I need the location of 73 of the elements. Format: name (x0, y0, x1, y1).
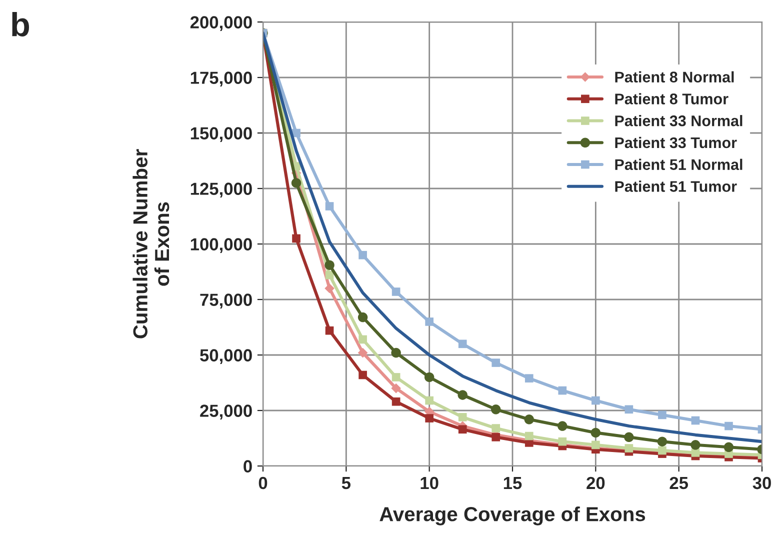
point (558, 386, 567, 395)
point (558, 437, 567, 446)
y-tick-label: 125,000 (190, 182, 252, 198)
point (325, 326, 334, 335)
y-tick-label: 200,000 (190, 16, 252, 31)
x-tick-label: 15 (504, 477, 522, 490)
point (358, 370, 367, 380)
point (458, 425, 467, 434)
point (724, 422, 733, 430)
x-axis-title: Average Coverage of Exons (380, 506, 646, 526)
point (691, 448, 700, 457)
x-tick-label: 10 (420, 476, 438, 490)
point (358, 335, 367, 344)
text: b (12, 12, 29, 36)
legend-label: Patient 51 Normal (615, 158, 742, 170)
point (392, 288, 400, 296)
legend-label: Patient 51 Tumor (615, 180, 737, 192)
point (391, 383, 401, 394)
x-tick-label: 25 (670, 476, 688, 490)
point (492, 358, 500, 367)
y-tick-label: 100,000 (190, 238, 252, 253)
point (524, 414, 534, 424)
point (624, 432, 634, 442)
point (558, 421, 568, 431)
y-axis-title: Cumulative Number of Exons (132, 149, 170, 338)
legend-label: Patient 8 Normal (615, 71, 734, 82)
x-tick-label: 20 (586, 476, 605, 490)
point (492, 424, 500, 432)
point (358, 348, 368, 358)
point (492, 432, 500, 442)
point (425, 414, 434, 422)
point (658, 446, 666, 455)
point (391, 348, 401, 358)
point (524, 432, 534, 440)
point (325, 202, 334, 210)
y-tick-label: 150,000 (190, 127, 252, 142)
x-tick-label: 5 (342, 477, 351, 490)
point (592, 440, 600, 450)
x-tick-label: 0 (258, 476, 268, 490)
point (624, 405, 634, 414)
point (324, 283, 334, 294)
legend-label: Patient 33 Normal (615, 115, 742, 126)
point (624, 444, 634, 452)
point (724, 442, 734, 452)
point (690, 440, 700, 450)
point (424, 372, 434, 382)
point (590, 428, 601, 438)
point (358, 250, 367, 260)
y-tick-label: 0 (244, 460, 252, 472)
y-tick-label: 50,000 (200, 349, 252, 364)
point (392, 397, 400, 406)
x-tick-label: 30 (752, 476, 771, 490)
point (291, 178, 302, 188)
point (458, 412, 467, 422)
y-tick-label: 175,000 (190, 72, 252, 86)
y-tick-label: 75,000 (200, 294, 252, 308)
point (592, 396, 600, 405)
point (358, 312, 368, 322)
legend-label: Patient 33 Tumor (615, 136, 737, 148)
point (524, 374, 534, 382)
point (691, 416, 700, 425)
point (292, 234, 300, 243)
point (658, 410, 666, 420)
point (491, 404, 501, 414)
legend-label: Patient 8 Tumor (615, 93, 728, 104)
y-tick-label: 25,000 (200, 404, 252, 420)
point (657, 436, 668, 446)
point (458, 340, 467, 348)
point (425, 396, 434, 405)
point (425, 318, 434, 326)
point (458, 390, 468, 400)
point (392, 373, 400, 382)
point (324, 260, 334, 270)
